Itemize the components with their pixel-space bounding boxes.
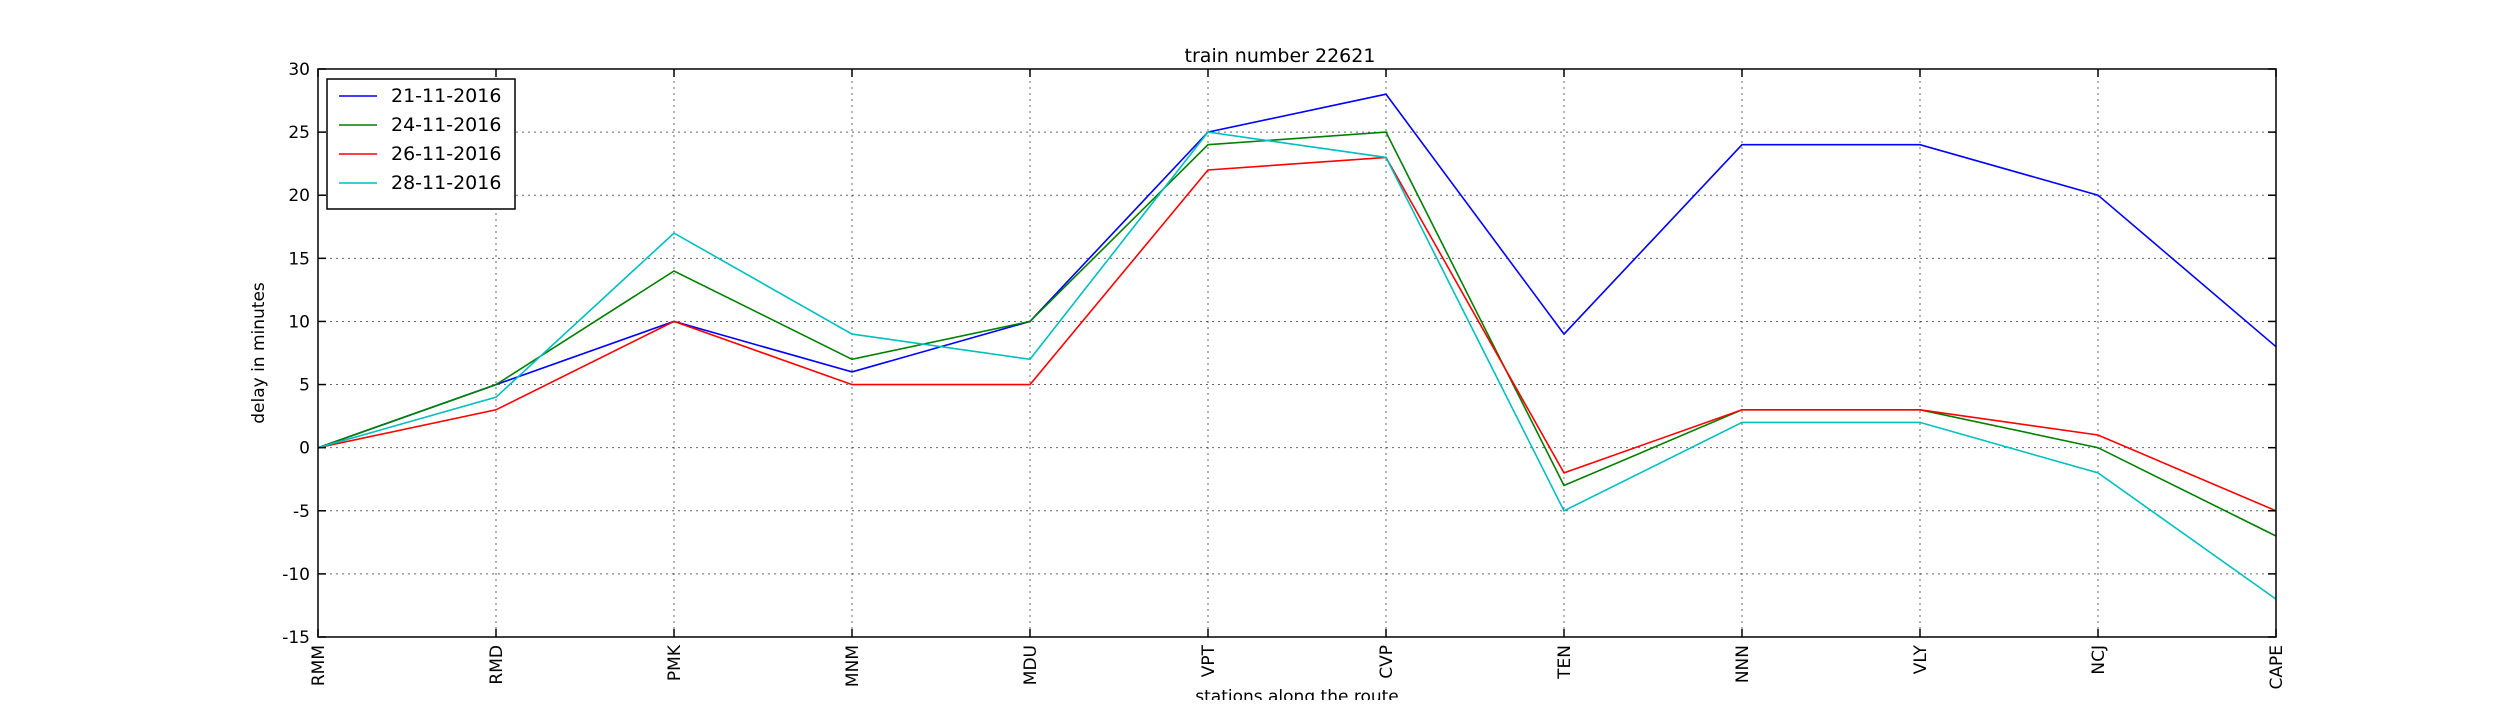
y-tick-label: 5 <box>299 376 310 396</box>
series-line <box>317 131 2277 537</box>
series-lines <box>317 93 2277 600</box>
series-line <box>317 131 2277 600</box>
series-line <box>317 156 2277 512</box>
x-tick-label: CAPE <box>2267 645 2287 690</box>
x-tick-label: RMD <box>487 645 507 685</box>
y-tick-label: 0 <box>299 439 310 459</box>
chart-title: train number 22621 <box>1185 45 1376 67</box>
series-line <box>317 93 2277 449</box>
x-tick-label: MNM <box>843 645 863 687</box>
y-tick-label: -15 <box>282 628 310 648</box>
x-axis-label: stations along the route <box>1195 687 1399 700</box>
y-tick-label: -10 <box>282 565 310 585</box>
y-tick-label: 25 <box>288 123 310 143</box>
plot-frame <box>317 68 2277 638</box>
x-tick-label: NNN <box>1733 645 1753 683</box>
y-tick-label: 30 <box>288 60 310 80</box>
x-tick-label: VLY <box>1911 644 1931 674</box>
y-axis-label: delay in minutes <box>249 282 269 424</box>
legend-box <box>326 78 516 210</box>
legend-label: 21-11-2016 <box>391 85 501 107</box>
x-tick-label: CVP <box>1377 645 1397 679</box>
y-tick-label: -5 <box>293 502 310 522</box>
x-tick-label: VPT <box>1199 644 1219 677</box>
legend-label: 24-11-2016 <box>391 114 501 136</box>
x-tick-label: TEN <box>1555 645 1575 680</box>
x-axis-ticks: RMM RMD PMK MNM MDU VPT CVP TEN NNN VLY NCJ CAPE <box>309 69 2287 690</box>
legend-label: 26-11-2016 <box>391 143 501 165</box>
y-tick-label: 10 <box>288 312 310 332</box>
legend-label: 28-11-2016 <box>391 172 501 194</box>
y-axis-ticks: -15 -10 -5 0 5 10 15 20 25 30 <box>282 60 2276 648</box>
y-tick-label: 20 <box>288 186 310 206</box>
x-tick-label: PMK <box>665 644 685 681</box>
x-tick-label: MDU <box>1021 645 1041 685</box>
y-tick-label: 15 <box>288 249 310 269</box>
x-tick-label: NCJ <box>2089 645 2109 675</box>
x-tick-label: RMM <box>309 645 329 686</box>
legend: 21-11-2016 24-11-2016 26-11-2016 28-11-2016 <box>326 78 516 210</box>
